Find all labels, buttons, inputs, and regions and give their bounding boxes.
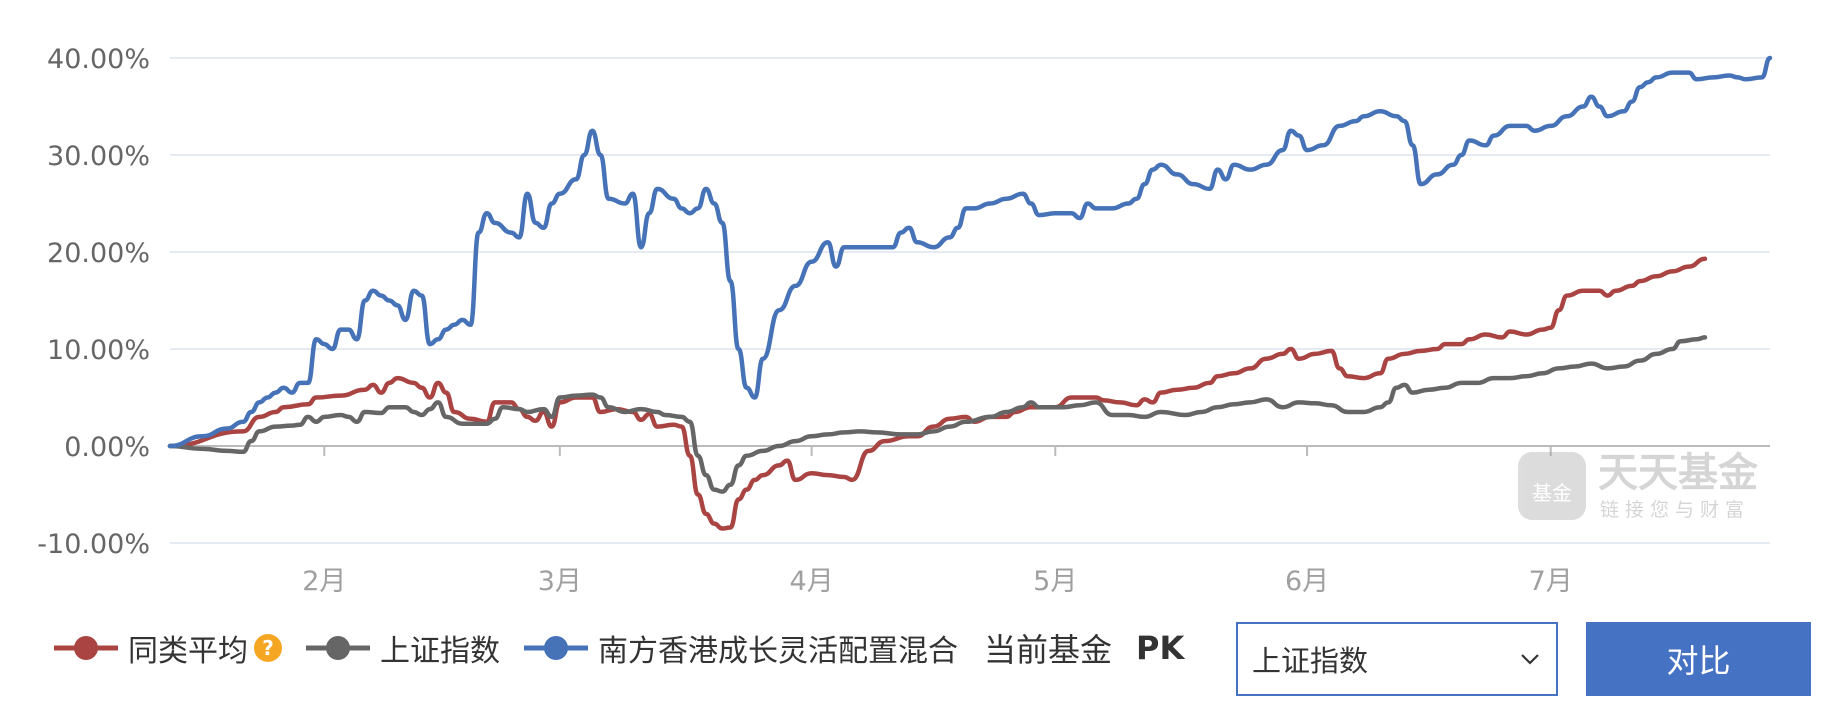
legend-label-fund: 南方香港成长灵活配置混合 [598,634,958,669]
y-axis-ticks: 40.00% 30.00% 20.00% 10.00% 0.00% -10.00% [37,44,150,560]
current-fund-label: 当前基金 [984,631,1113,669]
x-axis-ticks: 2月 3月 4月 5月 6月 7月 [302,446,1573,597]
compare-select-value: 上证指数 [1252,644,1369,678]
legend: 同类平均 ? 上证指数 南方香港成长灵活配置混合 当前基金 PK [52,618,1184,678]
y-tick-label: 0.00% [64,432,150,463]
legend-item-fund[interactable]: 南方香港成长灵活配置混合 [522,626,958,670]
compare-button[interactable]: 对比 [1586,622,1811,696]
gridlines [170,57,1770,544]
y-tick-label: -10.00% [37,529,150,560]
x-tick-label: 7月 [1529,566,1573,597]
chevron-down-icon [1521,654,1539,665]
compare-select[interactable]: 上证指数 [1236,622,1558,696]
line-chart: 40.00% 30.00% 20.00% 10.00% 0.00% -10.00% 2月 3… [37,44,1773,597]
y-tick-label: 30.00% [47,141,150,172]
pk-label: PK [1136,629,1185,667]
question-icon[interactable]: ? [254,634,282,662]
y-tick-label: 40.00% [47,44,150,75]
watermark: 基金 天天基金 链接您与财富 [1518,449,1759,521]
legend-item-shanghai-index[interactable]: 上证指数 [304,626,500,670]
x-tick-label: 4月 [790,566,834,597]
legend-marker-fund [524,636,588,660]
x-tick-label: 3月 [538,566,582,597]
series-line-fund [167,55,1773,449]
y-tick-label: 20.00% [47,238,150,269]
watermark-logo-text: 基金 [1532,481,1572,505]
legend-marker-peer-average [54,636,118,660]
watermark-logo [1518,452,1586,520]
y-tick-label: 10.00% [47,335,150,366]
legend-label-shanghai-index: 上证指数 [380,634,500,669]
series-line-shanghai-index [167,335,1708,494]
watermark-title: 天天基金 [1598,449,1759,496]
x-tick-label: 6月 [1285,566,1329,597]
watermark-subtitle: 链接您与财富 [1600,499,1750,521]
legend-marker-shanghai-index [306,636,370,660]
series-line-peer-average [167,256,1708,531]
legend-label-peer-average: 同类平均 [128,634,248,669]
legend-item-peer-average[interactable]: 同类平均 ? [52,626,282,670]
series-lines [167,55,1773,531]
x-tick-label: 2月 [302,566,346,597]
x-tick-label: 5月 [1033,566,1077,597]
